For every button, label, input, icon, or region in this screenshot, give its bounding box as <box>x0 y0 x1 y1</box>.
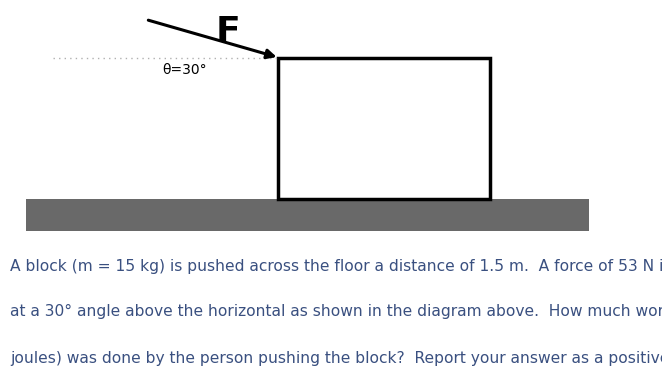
Bar <box>26 199 589 231</box>
Text: at a 30° angle above the horizontal as shown in the diagram above.  How much wor: at a 30° angle above the horizontal as s… <box>10 304 662 319</box>
Text: F: F <box>216 15 241 49</box>
Bar <box>278 58 490 199</box>
Text: A block (m = 15 kg) is pushed across the floor a distance of 1.5 m.  A force of : A block (m = 15 kg) is pushed across the… <box>10 259 662 274</box>
Text: θ=30°: θ=30° <box>162 64 207 77</box>
Text: joules) was done by the person pushing the block?  Report your answer as a posit: joules) was done by the person pushing t… <box>10 351 662 366</box>
